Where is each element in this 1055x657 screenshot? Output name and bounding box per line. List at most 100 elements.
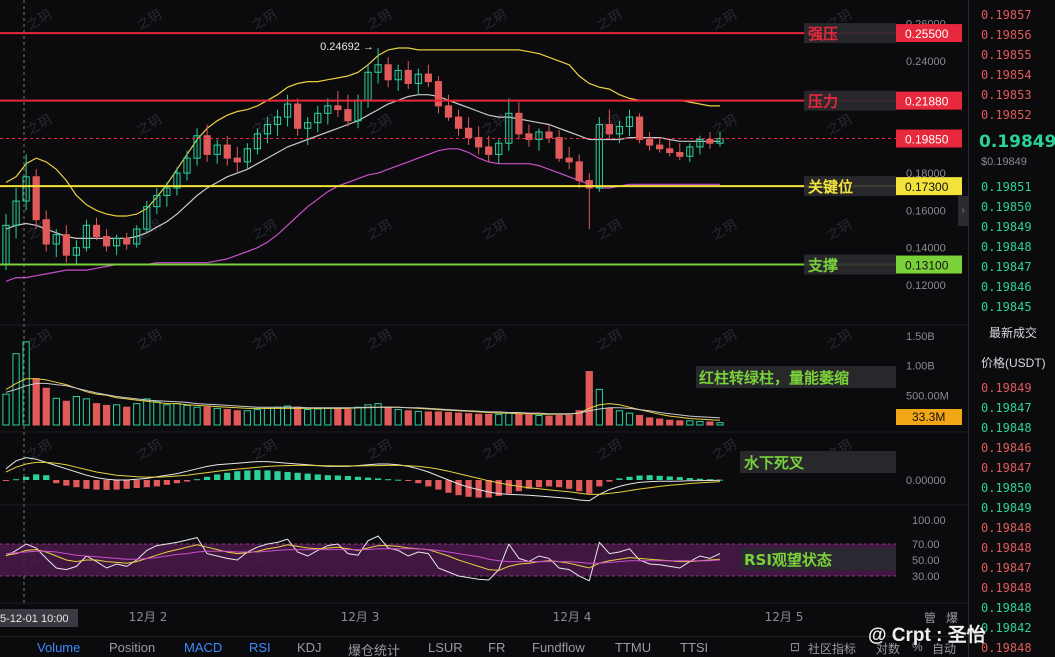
volume-bar — [102, 404, 111, 426]
candle-body — [82, 224, 91, 249]
indicator-tab-volume[interactable]: Volume — [37, 640, 81, 655]
bid-price[interactable]: 0.19846 — [981, 280, 1032, 294]
price-tick-label: 0.16000 — [906, 205, 946, 217]
macd-histogram-bar — [535, 480, 543, 488]
indicator-tab-fr[interactable]: FR — [488, 640, 506, 655]
watermark-text: 之玥 — [825, 327, 855, 353]
ask-price[interactable]: 0.19855 — [981, 48, 1032, 62]
indicator-tab-kdj[interactable]: KDJ — [297, 640, 322, 655]
trade-price: 0.19847 — [981, 561, 1032, 575]
macd-histogram-bar — [586, 480, 593, 494]
volume-tick-label: 1.00B — [906, 361, 935, 373]
volume-bar — [535, 415, 543, 426]
watermark-text: 之玥 — [135, 327, 165, 353]
x-tick-label: 12月 3 — [341, 610, 380, 624]
ask-price[interactable]: 0.19853 — [981, 88, 1032, 102]
volume-bar — [696, 420, 704, 426]
candle-body — [676, 152, 684, 157]
rsi-annotation-bg — [740, 548, 896, 570]
macd-histogram-bar — [626, 476, 633, 480]
macd-dif-line — [5, 457, 721, 502]
volume-bar — [444, 412, 453, 426]
indicator-tab-ttmu[interactable]: TTMU — [615, 640, 652, 655]
macd-histogram-bar — [616, 478, 623, 480]
indicator-tab-fundflow[interactable]: Fundflow — [532, 640, 585, 655]
macd-histogram-bar — [676, 477, 683, 480]
macd-histogram-bar — [183, 480, 191, 482]
bid-price[interactable]: 0.19848 — [981, 240, 1032, 254]
level-price-label: 0.21880 — [905, 95, 949, 109]
ask-price[interactable]: 0.19852 — [981, 108, 1032, 122]
indicator-tab-爆仓统计[interactable]: 爆仓统计 — [348, 643, 401, 657]
macd-histogram-bar — [596, 480, 603, 487]
macd-histogram-bar — [324, 475, 331, 480]
bid-price[interactable]: 0.19847 — [981, 260, 1032, 274]
corner-label: 管 — [924, 610, 936, 625]
macd-histogram-bar — [385, 479, 392, 481]
recent-trades-title: 最新成交 — [989, 326, 1038, 340]
macd-histogram-bar — [304, 473, 311, 480]
candle-body — [635, 116, 644, 140]
macd-histogram-bar — [465, 480, 472, 497]
macd-histogram-bar — [485, 480, 492, 498]
macd-histogram-bar — [334, 475, 341, 480]
trade-price: 0.19850 — [981, 481, 1032, 495]
bid-price[interactable]: 0.19851 — [981, 180, 1032, 194]
volume-bar — [304, 409, 312, 426]
candle-body — [203, 135, 211, 155]
bid-price[interactable]: 0.19849 — [981, 220, 1032, 234]
candle-body — [565, 157, 573, 163]
macd-histogram-bar — [425, 480, 432, 487]
volume-bar — [716, 422, 724, 426]
watermark-text: 之玥 — [365, 437, 395, 463]
macd-histogram-bar — [314, 474, 321, 480]
volume-bar — [344, 409, 352, 426]
volume-bar — [173, 403, 181, 426]
level-price-label: 0.17300 — [905, 180, 949, 194]
candle-body — [233, 157, 241, 163]
corner-label: 爆 — [946, 611, 958, 625]
community-indicators-button[interactable]: 社区指标 — [808, 642, 857, 656]
volume-bar — [434, 411, 443, 426]
community-indicator-icon[interactable]: ⊡ — [790, 640, 801, 654]
rsi-line-3 — [5, 548, 721, 564]
macd-histogram-bar — [405, 480, 412, 481]
rsi-annotation: RSI观望状态 — [744, 551, 832, 569]
rsi-tick-label: 30.00 — [912, 571, 940, 583]
volume-bar — [2, 393, 10, 426]
trade-price: 0.19848 — [981, 541, 1032, 555]
volume-last-tag — [896, 409, 962, 425]
indicator-tab-macd[interactable]: MACD — [184, 640, 223, 655]
candle-body — [464, 127, 473, 139]
watermark-text: 之玥 — [595, 437, 625, 463]
volume-bar — [143, 398, 151, 426]
collapse-handle[interactable]: › — [958, 196, 968, 226]
bid-price[interactable]: 0.19845 — [981, 300, 1032, 314]
indicator-tab-rsi[interactable]: RSI — [249, 640, 271, 655]
volume-bar — [42, 387, 50, 426]
watermark-text: 之玥 — [135, 112, 165, 138]
volume-bar — [324, 407, 332, 426]
candle-body — [686, 146, 694, 157]
macd-histogram-bar — [686, 478, 693, 480]
percent-scale-toggle[interactable]: % — [912, 640, 923, 654]
volume-bar — [656, 418, 664, 426]
rsi-tick-label: 70.00 — [912, 539, 940, 551]
indicator-tab-lsur[interactable]: LSUR — [428, 640, 463, 655]
indicator-tab-ttsi[interactable]: TTSI — [680, 640, 709, 655]
auto-scale-toggle[interactable]: 自动 — [932, 642, 957, 656]
volume-bar — [475, 413, 483, 426]
ask-price[interactable]: 0.19857 — [981, 8, 1032, 22]
volume-bar — [625, 412, 634, 426]
candle-body — [183, 157, 191, 174]
volume-bar — [213, 407, 221, 426]
macd-histogram-bar — [566, 480, 573, 489]
ask-price[interactable]: 0.19856 — [981, 28, 1032, 42]
ask-price[interactable]: 0.19854 — [981, 68, 1032, 82]
log-scale-toggle[interactable]: 对数 — [876, 642, 901, 656]
macd-histogram-bar — [93, 480, 100, 490]
candle-body — [414, 73, 422, 84]
indicator-tab-position[interactable]: Position — [109, 640, 156, 655]
bid-price[interactable]: 0.19850 — [981, 200, 1032, 214]
